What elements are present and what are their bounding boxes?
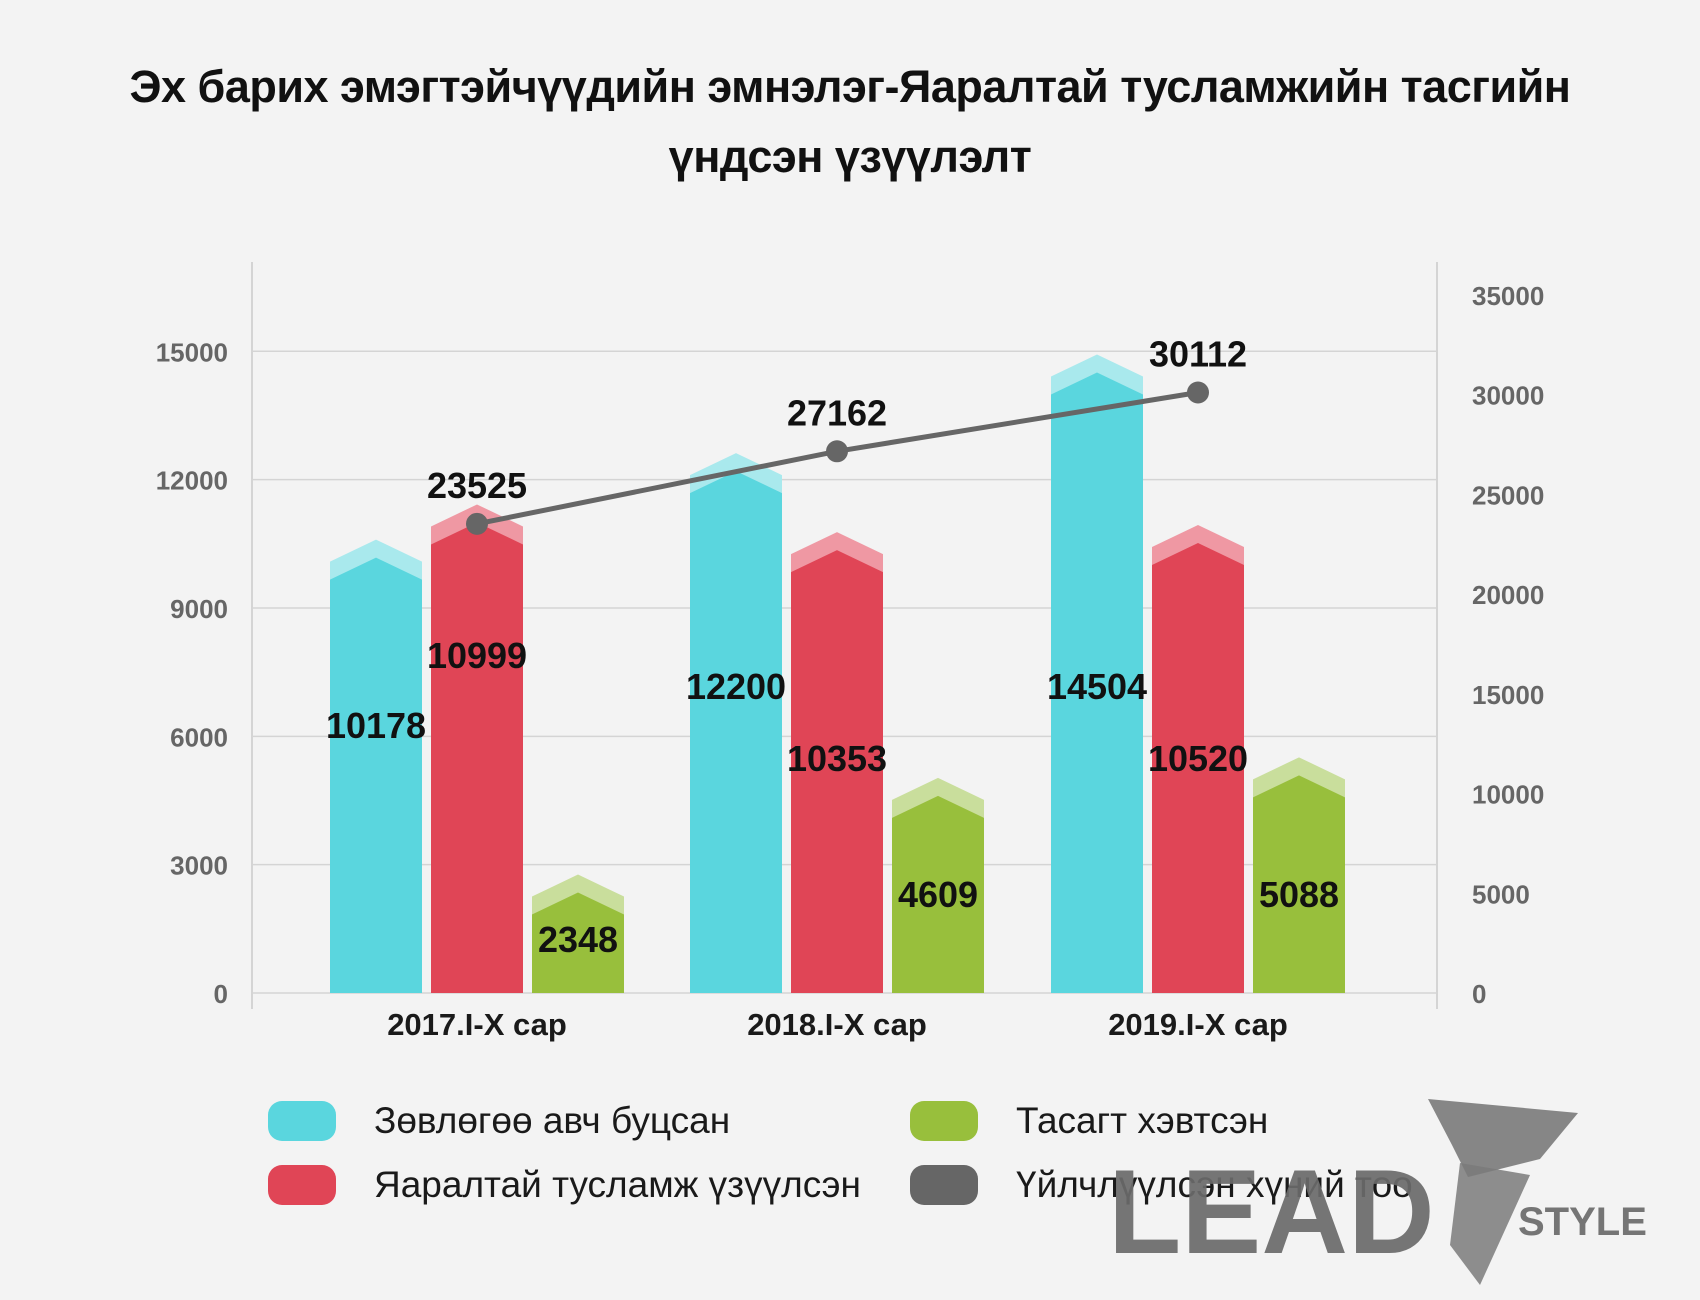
category-label: 2017.I-X сар	[387, 1007, 567, 1042]
bar	[532, 892, 624, 993]
bar-value-label: 12200	[686, 666, 786, 707]
bar-value-label: 10178	[326, 705, 426, 746]
bar	[791, 550, 883, 993]
legend-swatch-served	[910, 1165, 978, 1205]
bar	[431, 522, 523, 993]
right-axis-tick-label: 20000	[1472, 580, 1544, 610]
bar-value-label: 2348	[538, 919, 618, 960]
chart-title-line-1: Эх барих эмэгтэйчүүдийн эмнэлэг-Яаралтай…	[129, 61, 1571, 112]
right-axis-tick-label: 0	[1472, 979, 1486, 1009]
legend-item-consult: Зөвлөгөө авч буцсан	[268, 1100, 730, 1142]
left-axis-tick-label: 0	[214, 979, 228, 1009]
legend-label-served: Үйлчлүүлсэн хүний тоо	[1016, 1164, 1413, 1205]
legend-item-admitted: Тасагт хэвтсэн	[910, 1100, 1268, 1142]
logo-word: LEAD	[1108, 1145, 1435, 1279]
line-point	[826, 440, 848, 463]
left-axis-tick-label: 9000	[170, 594, 228, 624]
bar-value-label: 14504	[1047, 666, 1147, 707]
bar	[330, 557, 422, 993]
bar	[1152, 542, 1244, 993]
line-point	[466, 512, 488, 535]
legend-label-admitted: Тасагт хэвтсэн	[1016, 1100, 1269, 1141]
bar	[1253, 775, 1345, 993]
right-axis-tick-label: 10000	[1472, 780, 1544, 810]
left-axis-tick-label: 15000	[156, 337, 228, 367]
legend: Зөвлөгөө авч буцсан Яаралтай тусламж үзү…	[268, 1100, 1468, 1240]
bar-value-label: 10999	[427, 635, 527, 676]
bar-value-label: 5088	[1259, 874, 1339, 915]
line-value-label: 30112	[1149, 333, 1247, 374]
right-axis-tick-label: 5000	[1472, 879, 1530, 909]
right-axis-tick-label: 25000	[1472, 480, 1544, 510]
legend-swatch-consult	[268, 1101, 336, 1141]
logo-subword: STYLE	[1518, 1200, 1647, 1244]
legend-label-emergency: Яаралтай тусламж үзүүлсэн	[374, 1164, 861, 1205]
category-label: 2018.I-X сар	[747, 1007, 927, 1042]
line-point	[1187, 381, 1209, 404]
bar	[892, 795, 984, 993]
line-value-label: 27162	[787, 392, 887, 433]
bar	[1051, 372, 1143, 993]
right-axis-tick-label: 35000	[1472, 281, 1544, 311]
right-axis-tick-label: 30000	[1472, 381, 1544, 411]
line-value-label: 23525	[427, 465, 527, 506]
legend-item-served: Үйлчлүүлсэн хүний тоо	[910, 1164, 1413, 1206]
chart-title-line-2: үндсэн үзүүлэлт	[668, 131, 1032, 182]
left-axis-tick-label: 12000	[156, 466, 228, 496]
chart-title: Эх барих эмэгтэйчүүдийн эмнэлэг-Яаралтай…	[0, 52, 1700, 192]
right-axis-tick-label: 15000	[1472, 680, 1544, 710]
legend-swatch-emergency	[268, 1165, 336, 1205]
bar-value-label: 10353	[787, 738, 887, 779]
left-axis-tick-label: 6000	[170, 722, 228, 752]
legend-label-consult: Зөвлөгөө авч буцсан	[374, 1100, 731, 1141]
bar	[690, 471, 782, 994]
lead-style-logo: LEAD STYLE	[1108, 1099, 1647, 1285]
bar-value-label: 10520	[1148, 738, 1248, 779]
legend-item-emergency: Яаралтай тусламж үзүүлсэн	[268, 1164, 861, 1206]
legend-swatch-admitted	[910, 1101, 978, 1141]
category-label: 2019.I-X сар	[1108, 1007, 1288, 1042]
left-axis-tick-label: 3000	[170, 851, 228, 881]
bar-value-label: 4609	[898, 874, 978, 915]
